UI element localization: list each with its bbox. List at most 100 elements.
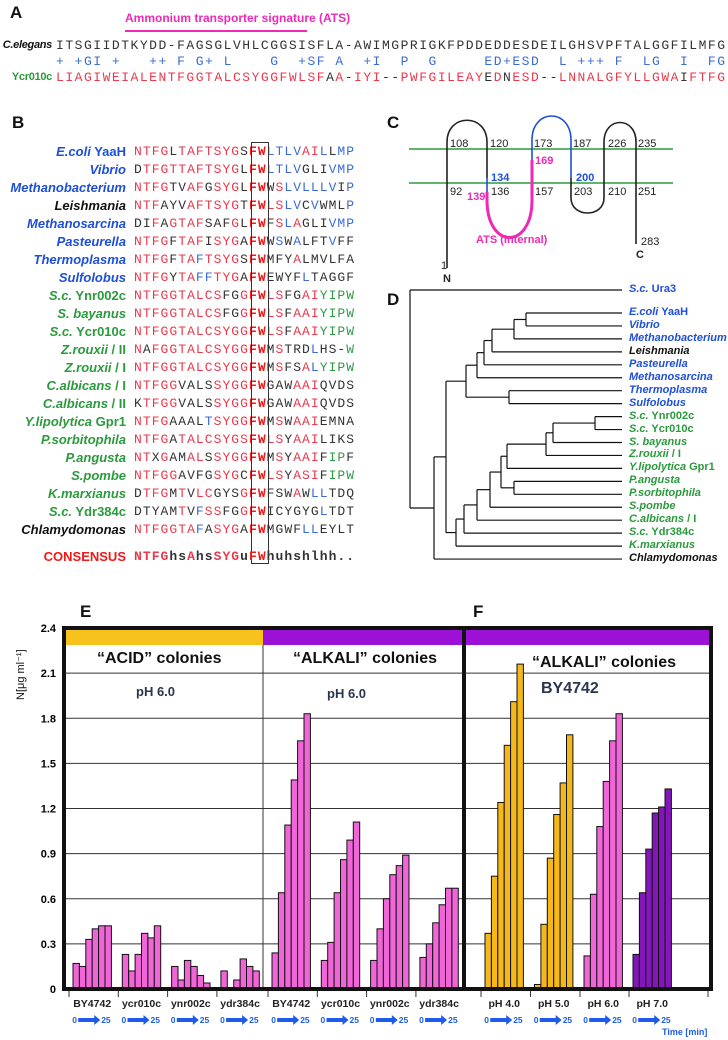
residue: E — [512, 38, 522, 53]
residue: - — [540, 70, 550, 85]
residue: T — [142, 234, 152, 249]
residue: L — [558, 54, 569, 69]
time-arrow-icon — [638, 1015, 661, 1025]
residue: T — [204, 198, 214, 213]
residue: T — [178, 432, 188, 447]
residue: Y — [222, 522, 232, 537]
residue: A — [293, 450, 303, 465]
residue: T — [142, 396, 152, 411]
residue: F — [319, 468, 329, 483]
residue: F — [248, 162, 258, 177]
residue: I — [372, 70, 382, 85]
residue: G — [231, 396, 241, 411]
leaf-name-italic: S.c. — [629, 526, 649, 539]
species-name: S.c. Ydr384c — [49, 503, 126, 521]
residue: S — [275, 360, 285, 375]
species-name-italic: S.pombe — [71, 468, 126, 483]
residue: F — [614, 70, 625, 85]
residue: D — [134, 504, 143, 519]
residue: D — [465, 38, 476, 53]
residue: F — [346, 234, 356, 249]
bar — [128, 970, 136, 990]
residue: L — [240, 180, 249, 195]
residue: G — [160, 162, 170, 177]
residue: A — [275, 378, 285, 393]
aligned-sequence: NTFGGTALCSYGGFWMSFSALYIPW — [134, 359, 355, 377]
residue: G — [275, 522, 285, 537]
residue: s — [204, 549, 214, 564]
residue: Y — [284, 450, 294, 465]
leaf-name-italic: S.pombe — [629, 500, 676, 513]
residue: G — [160, 144, 170, 159]
residue: A — [187, 270, 196, 285]
residue: P — [400, 38, 410, 53]
residue: F — [151, 522, 161, 537]
residue: A — [187, 306, 196, 321]
residue: I — [679, 38, 690, 53]
residue: F — [248, 144, 258, 159]
bar — [134, 953, 143, 990]
leaf-name-suffix: Ura3 — [648, 283, 677, 295]
tree-leaf-label: S.c. Ynr002c — [629, 410, 694, 422]
bar — [484, 932, 492, 990]
residue: L — [195, 288, 205, 303]
category-label: pH 7.0 — [636, 998, 668, 1010]
time-arrow-icon — [176, 1015, 199, 1025]
residue: F — [248, 468, 258, 483]
residue: G — [160, 414, 170, 429]
aligned-sequence: DTFGMTVLCGYSGFWFSWAWLLTDQ — [134, 485, 355, 503]
residue: W — [284, 522, 294, 537]
residue: N — [134, 180, 143, 195]
residue: G — [160, 450, 170, 465]
residue: T — [205, 70, 215, 85]
residue: h — [266, 549, 276, 564]
residue: A — [302, 414, 311, 429]
residue: V — [293, 144, 303, 159]
leaf-name-italic: Vibrio — [629, 318, 660, 331]
residue: A — [302, 378, 311, 393]
residue: D — [158, 38, 168, 53]
residue: I — [266, 504, 276, 519]
n-terminus-residue: 1 — [441, 260, 448, 272]
residue: V — [328, 396, 338, 411]
category-label: BY4742 — [73, 998, 111, 1010]
leaf-name-italic: E.coli — [629, 306, 659, 318]
species-name-italic: Pasteurella — [56, 234, 126, 249]
species-name-italic: S.c. — [48, 504, 73, 519]
residue: G — [231, 342, 241, 357]
species-name-italic: K.marxianus — [47, 486, 126, 501]
residue: F — [248, 252, 258, 267]
residue: G — [231, 162, 241, 177]
residue: S — [275, 486, 285, 501]
residue: C — [204, 288, 214, 303]
residue: W — [266, 234, 276, 249]
residue: I — [102, 38, 112, 53]
residue: Y — [222, 396, 232, 411]
species-name-suffix: / I — [111, 378, 126, 393]
residue: Y — [222, 432, 232, 447]
residue: - — [391, 70, 401, 85]
residue: V — [328, 216, 338, 231]
bar — [645, 848, 653, 990]
residue: A — [187, 549, 196, 564]
residue: G — [160, 234, 170, 249]
phylogenetic-tree — [409, 289, 622, 560]
tm-segment-2 — [570, 121, 637, 244]
bar — [596, 826, 604, 990]
time-arrow-icon — [78, 1015, 101, 1025]
species-name-italic: P.sorbitophila — [41, 432, 126, 447]
residue: F — [316, 38, 327, 53]
sequence-ycr010c: LIAGIWEIALENTFGGTALCSYGGFWLSFAA-IYI--PWF… — [56, 70, 727, 85]
residue: L — [266, 306, 276, 321]
residue: G — [652, 38, 662, 53]
y-tick-label: 1.5 — [41, 758, 56, 770]
residue: L — [337, 522, 347, 537]
residue: A — [169, 414, 179, 429]
residue: G — [240, 486, 249, 501]
residue: F — [319, 450, 329, 465]
residue: T — [178, 324, 188, 339]
residue: V — [178, 180, 188, 195]
residue: Y — [222, 468, 232, 483]
residue: G — [160, 378, 170, 393]
